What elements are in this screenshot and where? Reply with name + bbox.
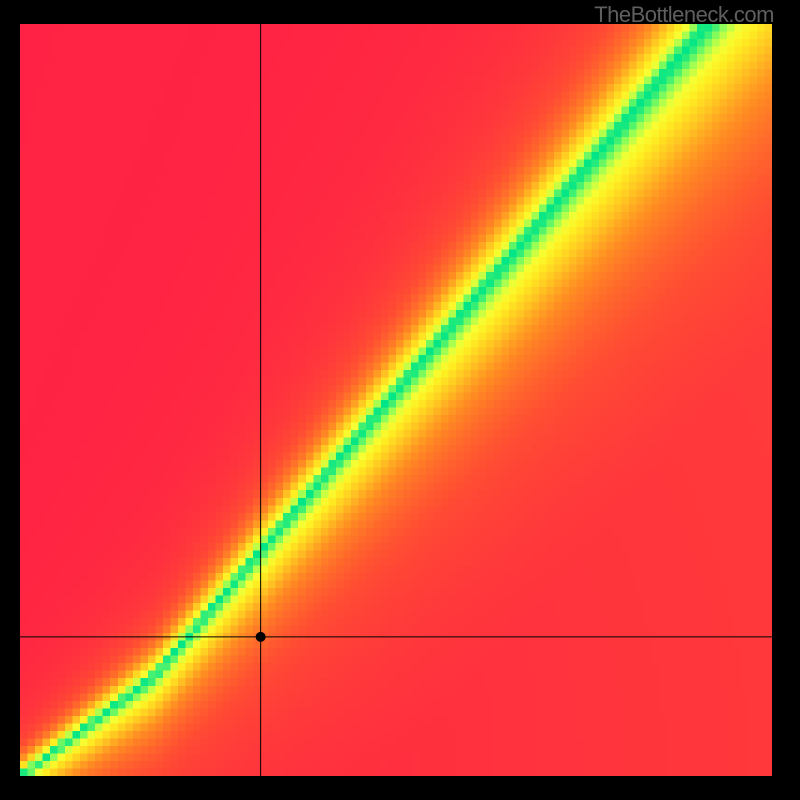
heatmap-canvas bbox=[20, 24, 772, 776]
heatmap-plot bbox=[20, 24, 772, 776]
